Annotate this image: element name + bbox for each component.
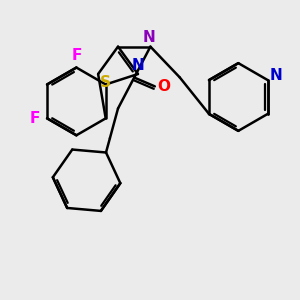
Text: N: N [270, 68, 283, 83]
Text: N: N [131, 58, 144, 73]
Text: F: F [29, 111, 40, 126]
Text: N: N [142, 30, 155, 45]
Text: S: S [100, 75, 111, 90]
Text: O: O [158, 79, 171, 94]
Text: F: F [71, 48, 82, 63]
